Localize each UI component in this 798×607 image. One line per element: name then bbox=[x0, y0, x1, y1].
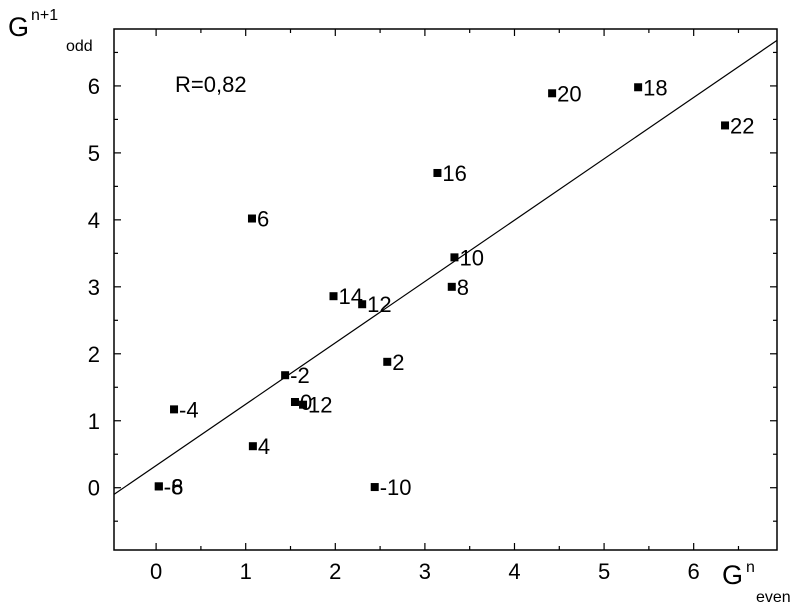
data-point bbox=[447, 282, 456, 291]
data-point-label: -4 bbox=[179, 397, 199, 422]
x-tick-label: 2 bbox=[329, 559, 341, 584]
data-point bbox=[358, 300, 367, 309]
data-point bbox=[329, 292, 338, 301]
data-point bbox=[290, 398, 299, 407]
x-tick-label: 6 bbox=[688, 559, 700, 584]
data-point bbox=[247, 214, 256, 223]
data-point bbox=[170, 405, 179, 414]
data-point-label: 0 bbox=[300, 390, 312, 415]
data-point bbox=[248, 442, 257, 451]
data-point-label: -10 bbox=[380, 475, 412, 500]
correlation-annotation: R=0,82 bbox=[175, 72, 247, 97]
x-tick-label: 4 bbox=[508, 559, 520, 584]
data-point-label: 2 bbox=[392, 350, 404, 375]
data-point bbox=[281, 371, 290, 380]
y-tick-label: 1 bbox=[88, 409, 100, 434]
data-point-label: -6 bbox=[164, 474, 184, 499]
data-point bbox=[450, 253, 459, 262]
y-axis-label-main: G bbox=[8, 12, 29, 42]
y-tick-label: 4 bbox=[88, 208, 100, 233]
data-point bbox=[721, 121, 730, 130]
y-tick-label: 3 bbox=[88, 275, 100, 300]
plot-frame bbox=[113, 28, 778, 551]
data-point bbox=[634, 83, 643, 92]
data-point-label: 16 bbox=[442, 161, 466, 186]
data-point bbox=[548, 89, 557, 98]
y-tick-label: 5 bbox=[88, 141, 100, 166]
x-axis-label-sub: even bbox=[756, 589, 791, 606]
x-tick-label: 5 bbox=[598, 559, 610, 584]
y-tick-label: 2 bbox=[88, 342, 100, 367]
regression-line bbox=[113, 39, 778, 495]
data-point-label: 20 bbox=[557, 81, 581, 106]
data-point bbox=[370, 483, 379, 492]
data-point-label: 22 bbox=[730, 113, 754, 138]
y-tick-label: 6 bbox=[88, 74, 100, 99]
points-layer bbox=[154, 83, 730, 492]
x-tick-label: 1 bbox=[240, 559, 252, 584]
data-point-label: -8 bbox=[164, 474, 184, 499]
data-point-label: 8 bbox=[457, 275, 469, 300]
x-tick-label: 0 bbox=[150, 559, 162, 584]
data-point-label: 10 bbox=[459, 245, 483, 270]
data-point bbox=[433, 168, 442, 177]
y-axis-label-sup: n+1 bbox=[31, 7, 58, 24]
data-point-label: -2 bbox=[290, 363, 310, 388]
y-tick-label: 0 bbox=[88, 476, 100, 501]
data-point-label: 4 bbox=[258, 434, 270, 459]
data-point-label: 6 bbox=[257, 207, 269, 232]
y-axis-label-sub: odd bbox=[66, 38, 93, 55]
x-axis-label-main: G bbox=[722, 560, 743, 590]
data-point-label: 18 bbox=[643, 75, 667, 100]
data-point-label: 14 bbox=[339, 284, 363, 309]
data-point-label: 12 bbox=[367, 292, 391, 317]
data-point bbox=[154, 482, 163, 491]
x-axis-label-sup: n bbox=[746, 559, 755, 576]
x-tick-label: 3 bbox=[419, 559, 431, 584]
data-point bbox=[383, 357, 392, 366]
data-point-label: 12 bbox=[308, 393, 332, 418]
data-point bbox=[299, 400, 308, 409]
